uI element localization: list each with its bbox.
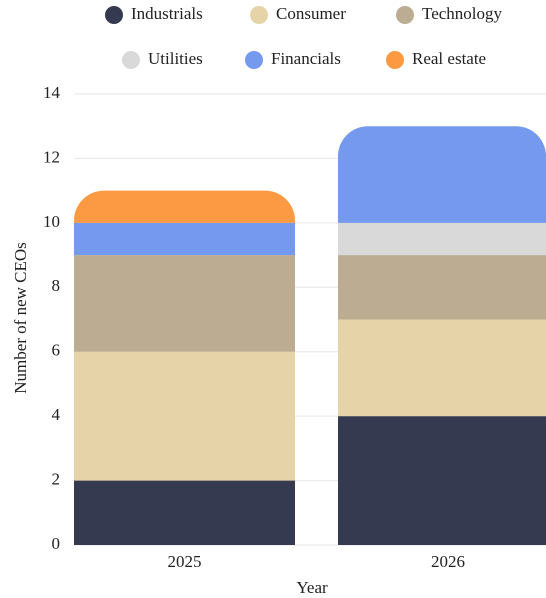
- y-tick-label: 10: [43, 212, 60, 231]
- legend-label: Utilities: [148, 49, 203, 68]
- bar-segment: [74, 255, 295, 352]
- y-tick-label: 0: [52, 534, 61, 553]
- bar-segment: [74, 190, 295, 223]
- x-axis-label: Year: [296, 578, 328, 597]
- legend-label: Financials: [271, 49, 341, 68]
- x-tick-label: 2026: [431, 552, 465, 571]
- y-axis-label: Number of new CEOs: [11, 242, 30, 394]
- legend-label: Consumer: [276, 4, 346, 23]
- y-tick-label: 14: [43, 83, 61, 102]
- legend-label: Real estate: [412, 49, 486, 68]
- y-tick-label: 12: [43, 147, 60, 166]
- y-tick-label: 6: [52, 341, 61, 360]
- legend-swatch: [386, 51, 404, 69]
- bar-segment: [338, 222, 546, 256]
- legend-swatch: [105, 6, 123, 24]
- bar-segment: [338, 126, 546, 223]
- bar-segment: [74, 480, 295, 545]
- legend-swatch: [396, 6, 414, 24]
- bar-segment: [74, 351, 295, 481]
- y-tick-label: 4: [52, 405, 61, 424]
- legend-swatch: [250, 6, 268, 24]
- bar-segment: [338, 416, 546, 545]
- bar-segment: [338, 319, 546, 417]
- y-tick-label: 2: [52, 469, 61, 488]
- legend-swatch: [245, 51, 263, 69]
- x-tick-label: 2025: [168, 552, 202, 571]
- legend-label: Technology: [422, 4, 503, 23]
- legend-label: Industrials: [131, 4, 203, 23]
- bar-segment: [338, 255, 546, 320]
- y-tick-label: 8: [52, 276, 61, 295]
- legend-swatch: [122, 51, 140, 69]
- bar-segment: [74, 222, 295, 256]
